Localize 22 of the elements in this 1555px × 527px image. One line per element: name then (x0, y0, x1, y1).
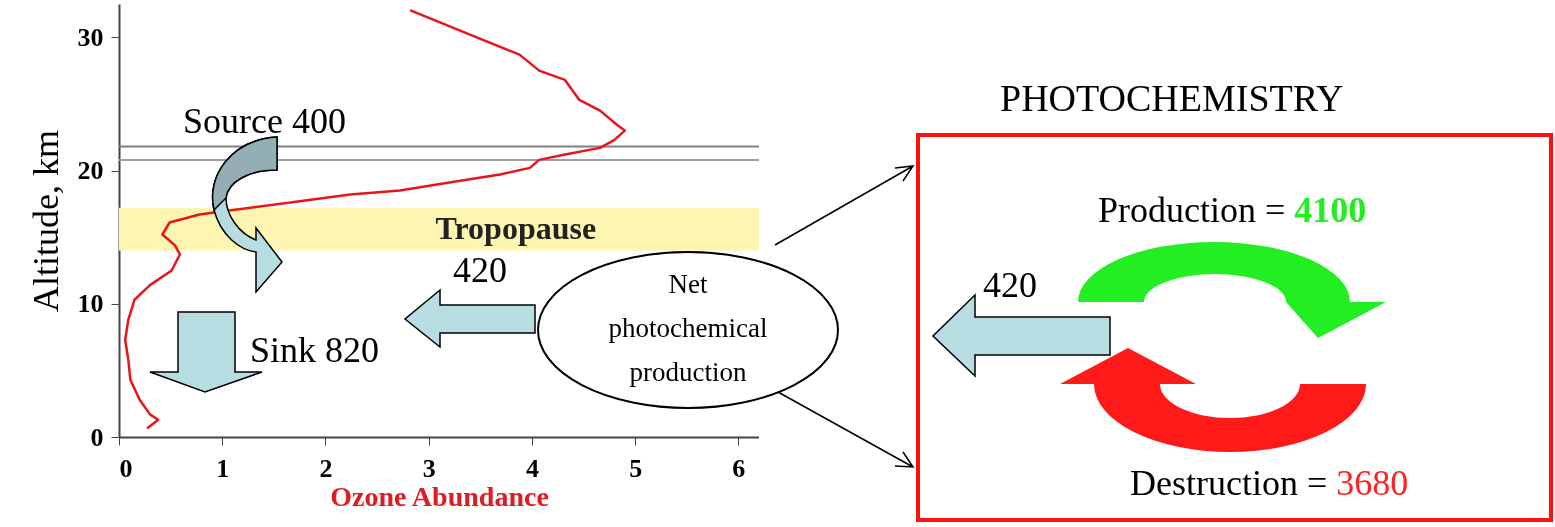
text: PHOTOCHEMISTRY (1000, 77, 1344, 119)
annotation: 420 (453, 250, 507, 290)
text: Production = 4100 (1098, 190, 1367, 230)
x-tick-label: 4 (525, 453, 539, 483)
x-axis-title: Ozone Abundance (330, 480, 549, 512)
y-tick-label: 20 (77, 156, 104, 186)
band-label: Tropopause (435, 210, 597, 247)
x-tick-label: 2 (319, 453, 333, 483)
annotation: Net photochemical production (607, 268, 769, 389)
annotation: Source 400 (183, 101, 346, 141)
x-tick-label: 5 (629, 453, 643, 483)
x-tick-label: 3 (422, 453, 436, 483)
y-tick-label: 30 (77, 22, 104, 52)
x-tick-label: 0 (119, 453, 133, 483)
y-axis-title: Altitude, km (25, 130, 66, 312)
text: 420 (983, 265, 1037, 305)
text: Destruction = 3680 (1130, 463, 1409, 503)
x-tick-label: 1 (216, 453, 230, 483)
annotation: Sink 820 (250, 330, 380, 370)
y-tick-label: 0 (90, 422, 104, 452)
y-tick-label: 10 (77, 289, 104, 319)
x-tick-label: 6 (732, 453, 746, 483)
